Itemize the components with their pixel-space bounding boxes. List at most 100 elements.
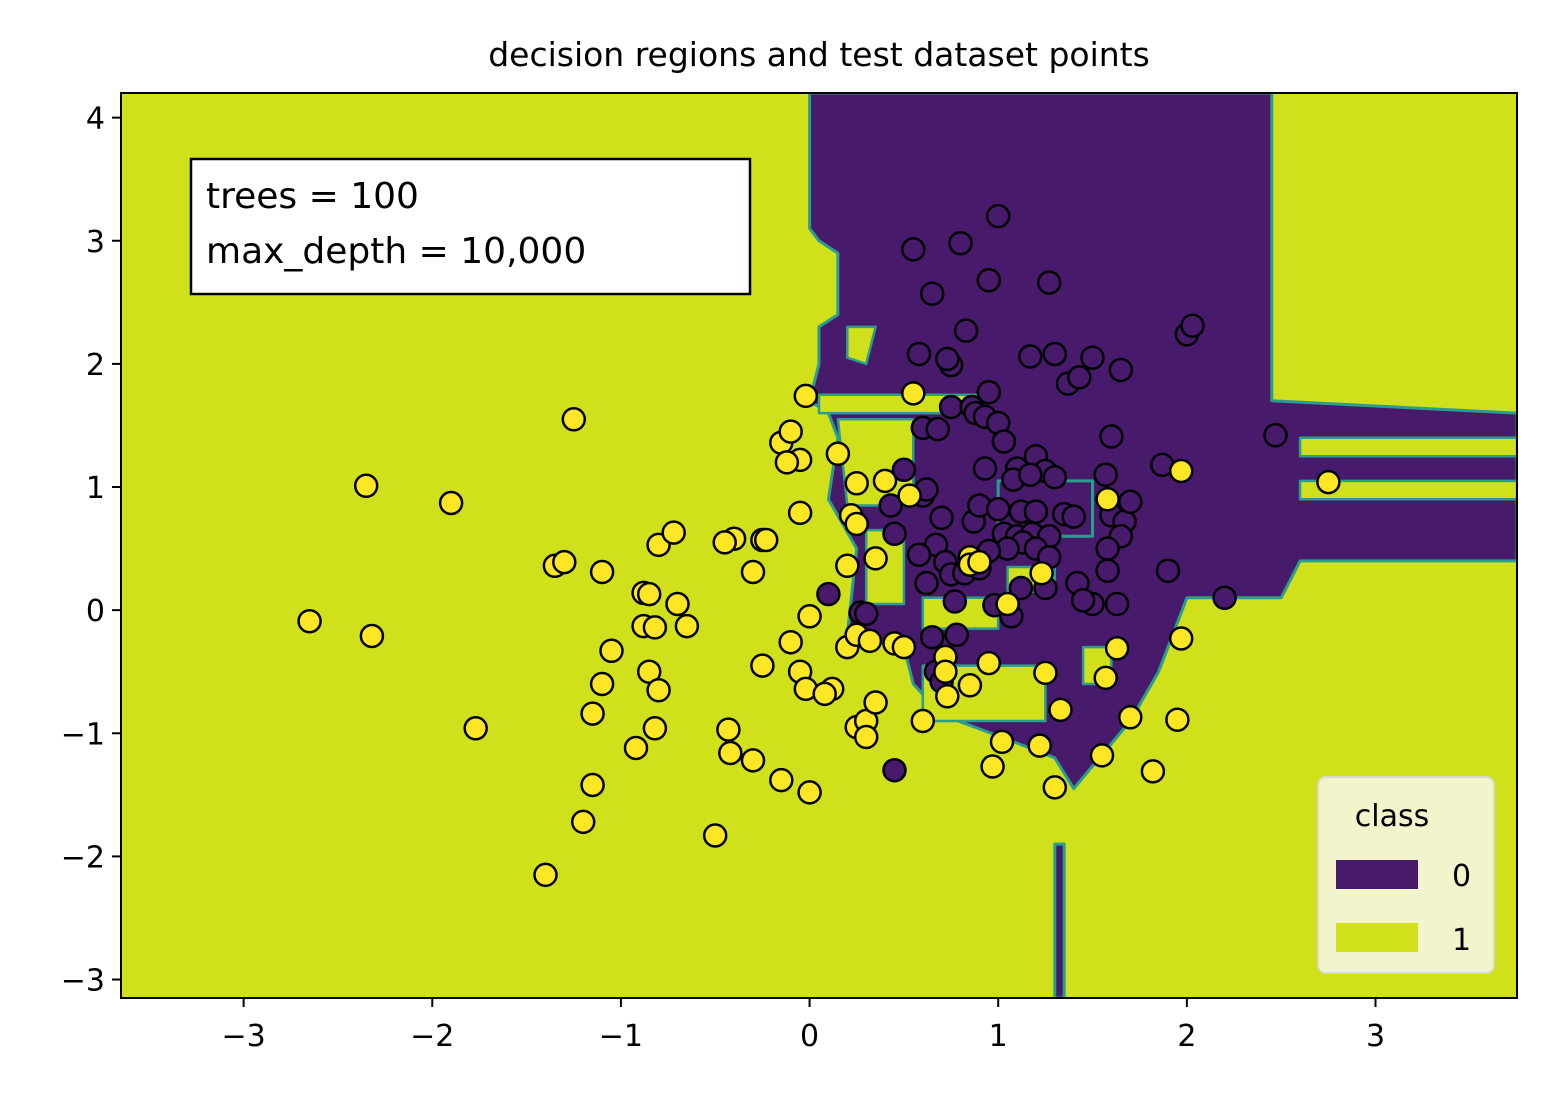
point-class-1-51 [797,604,822,629]
y-tick-label-7: 4 [86,102,105,137]
point-class-0-79 [1070,588,1096,613]
point-class-0-85 [816,581,841,607]
point-class-1-38 [787,500,813,526]
point-class-0-30 [972,456,998,481]
point-class-0-1 [985,203,1011,229]
point-class-0-26 [991,429,1017,454]
point-class-0-48 [1023,499,1049,524]
point-class-1-26 [740,748,766,773]
point-class-1-21 [463,716,488,741]
y-tick-label-6: 3 [86,225,105,260]
point-class-0-35 [1018,462,1043,487]
point-class-1-62 [891,634,917,660]
point-class-0-40 [878,493,903,518]
point-class-0-12 [1042,341,1068,367]
point-class-0-64 [906,542,932,567]
point-class-0-25 [925,416,951,442]
point-class-1-25 [718,740,743,766]
point-class-1-1 [438,490,464,516]
region-class-1-island-4 [1298,436,1517,458]
point-class-1-17 [589,671,615,697]
point-class-0-2 [948,230,973,256]
point-class-1-32 [797,780,822,805]
x-tick-label-0: −3 [222,1019,266,1054]
point-class-0-84 [853,601,879,627]
y-tick-label-4: 1 [86,471,105,506]
point-class-0-87 [944,622,969,648]
point-class-1-74 [989,729,1015,755]
point-class-1-80 [1093,665,1118,691]
point-class-0-77 [1008,575,1034,601]
point-class-0-82 [1104,591,1130,617]
point-class-0-37 [1093,462,1118,487]
point-class-0-4 [1036,270,1062,295]
point-class-1-37 [740,559,766,585]
legend-label-0: 0 [1452,859,1471,894]
point-class-0-68 [942,589,968,614]
point-class-1-15 [674,613,700,639]
point-class-0-3 [919,281,945,306]
point-class-0-86 [919,624,945,650]
point-class-0-73 [1095,558,1120,583]
point-class-1-0 [353,473,379,499]
point-class-1-46 [844,511,869,537]
plot-frame [120,92,1518,999]
point-class-1-28 [570,809,596,835]
point-class-1-14 [665,591,690,617]
point-class-1-77 [1042,775,1068,800]
point-class-1-3 [297,608,322,634]
point-class-1-72 [976,650,1002,676]
point-class-1-57 [812,681,837,707]
point-class-1-71 [957,673,983,698]
point-class-1-75 [1027,733,1052,758]
point-class-1-6 [552,549,577,575]
point-class-0-74 [1155,558,1181,583]
x-tick-label-6: 3 [1366,1019,1385,1054]
point-class-1-20 [580,701,605,726]
point-class-0-50 [1061,504,1086,529]
point-class-0-0 [901,237,926,262]
point-class-1-22 [642,716,668,741]
point-class-0-41 [882,521,907,547]
point-class-1-4 [359,623,385,649]
point-class-0-72 [1095,536,1120,561]
test-points [297,203,1341,888]
y-tick-label-3: 0 [86,594,105,629]
x-tick-label-4: 1 [989,1019,1008,1054]
point-class-0-28 [1263,423,1288,448]
region-class-0-1 [1053,842,1066,998]
y-tick-label-1: −2 [61,840,105,875]
y-tick-label-2: −1 [61,717,105,752]
point-class-1-65 [853,724,879,750]
point-class-0-18 [976,379,1002,405]
point-class-1-94 [995,591,1020,617]
legend-title: class [1355,799,1429,834]
point-class-0-29 [891,457,917,483]
point-class-1-42 [778,419,803,444]
point-class-1-48 [863,546,888,571]
x-tick-label-3: 0 [800,1019,819,1054]
point-class-1-41 [774,450,800,475]
point-class-1-43 [793,383,819,409]
point-class-0-91 [1212,585,1237,611]
point-class-1-49 [872,468,898,494]
point-class-1-93 [967,549,992,575]
point-class-0-11 [1018,344,1043,369]
x-tick-label-1: −2 [410,1019,454,1054]
point-class-1-44 [825,441,851,467]
chart-title: decision regions and test dataset points [488,35,1150,74]
point-class-0-10 [1180,313,1205,338]
annotation-box: trees = 100 max_depth = 10,000 [189,157,752,296]
point-class-1-78 [1048,697,1073,723]
point-class-1-7 [589,559,615,585]
point-class-0-14 [1108,357,1134,383]
point-class-1-27 [580,772,605,798]
point-class-1-73 [980,754,1005,779]
y-tick-label-0: −3 [61,964,105,999]
point-class-0-17 [935,346,960,372]
point-class-1-86 [1168,458,1194,484]
decision-regions [121,93,1517,998]
legend-swatch-1 [1336,923,1418,952]
point-class-1-23 [623,735,649,761]
point-class-1-76 [1033,660,1058,686]
